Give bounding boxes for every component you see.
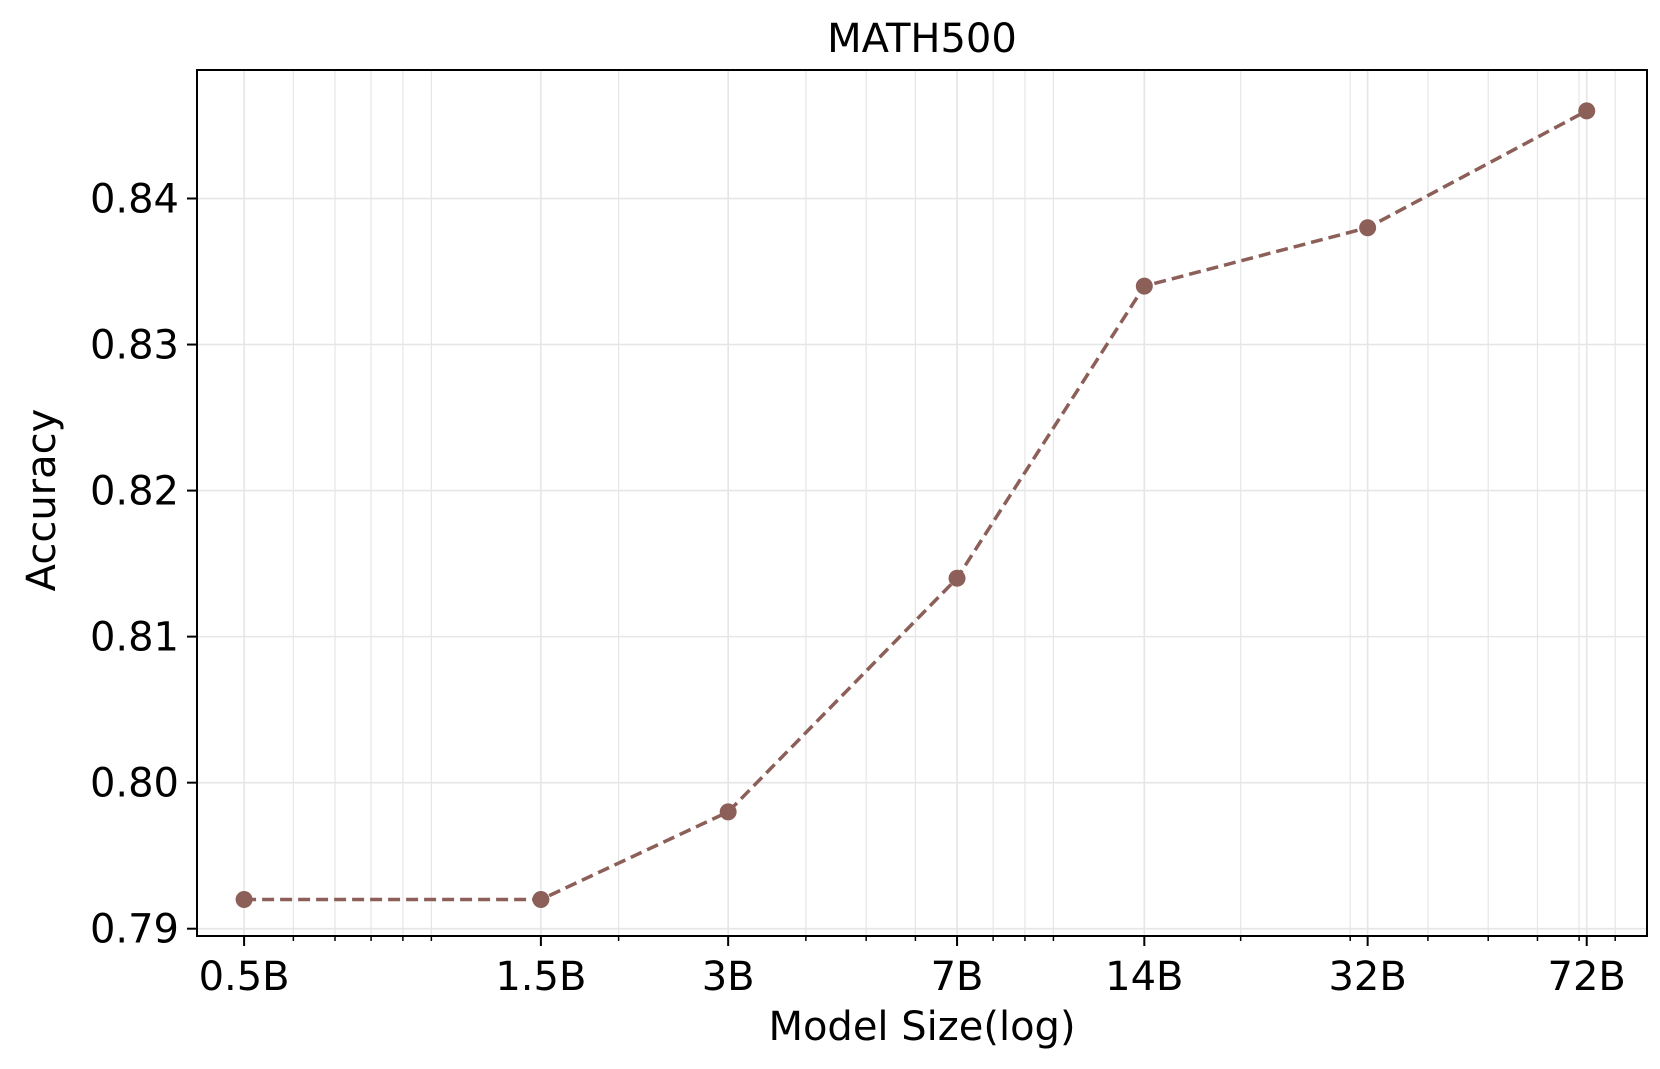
x-tick-label: 3B — [702, 954, 755, 1000]
axis-ticks: 0.5B 1.5B 3B 7B 14B 32B 72B 0.79 0.80 0.81 0.82 0.8… — [90, 177, 1626, 1000]
x-tick-label: 72B — [1548, 954, 1626, 1000]
y-tick-label: 0.84 — [90, 177, 179, 223]
x-tick-label: 14B — [1105, 954, 1183, 1000]
series-layer — [235, 102, 1596, 908]
y-tick-label: 0.82 — [90, 469, 179, 515]
data-point — [1578, 102, 1596, 120]
y-tick-label: 0.79 — [90, 907, 179, 953]
x-axis-label: Model Size(log) — [768, 1004, 1075, 1050]
plot-frame — [196, 69, 1648, 937]
grid-lines — [197, 70, 1647, 936]
chart-title: MATH500 — [827, 16, 1017, 62]
y-axis-label: Accuracy — [19, 409, 65, 592]
data-point — [948, 569, 966, 587]
y-tick-label: 0.83 — [90, 323, 179, 369]
y-tick-label: 0.81 — [90, 615, 179, 661]
x-tick-label: 7B — [931, 954, 984, 1000]
data-point — [532, 890, 550, 908]
data-point — [1359, 219, 1377, 237]
x-tick-label: 0.5B — [199, 954, 290, 1000]
data-point — [235, 890, 253, 908]
x-tick-label: 1.5B — [495, 954, 586, 1000]
x-tick-label: 32B — [1328, 954, 1406, 1000]
y-tick-label: 0.80 — [90, 761, 179, 807]
data-point — [1135, 277, 1153, 295]
data-point — [719, 803, 737, 821]
